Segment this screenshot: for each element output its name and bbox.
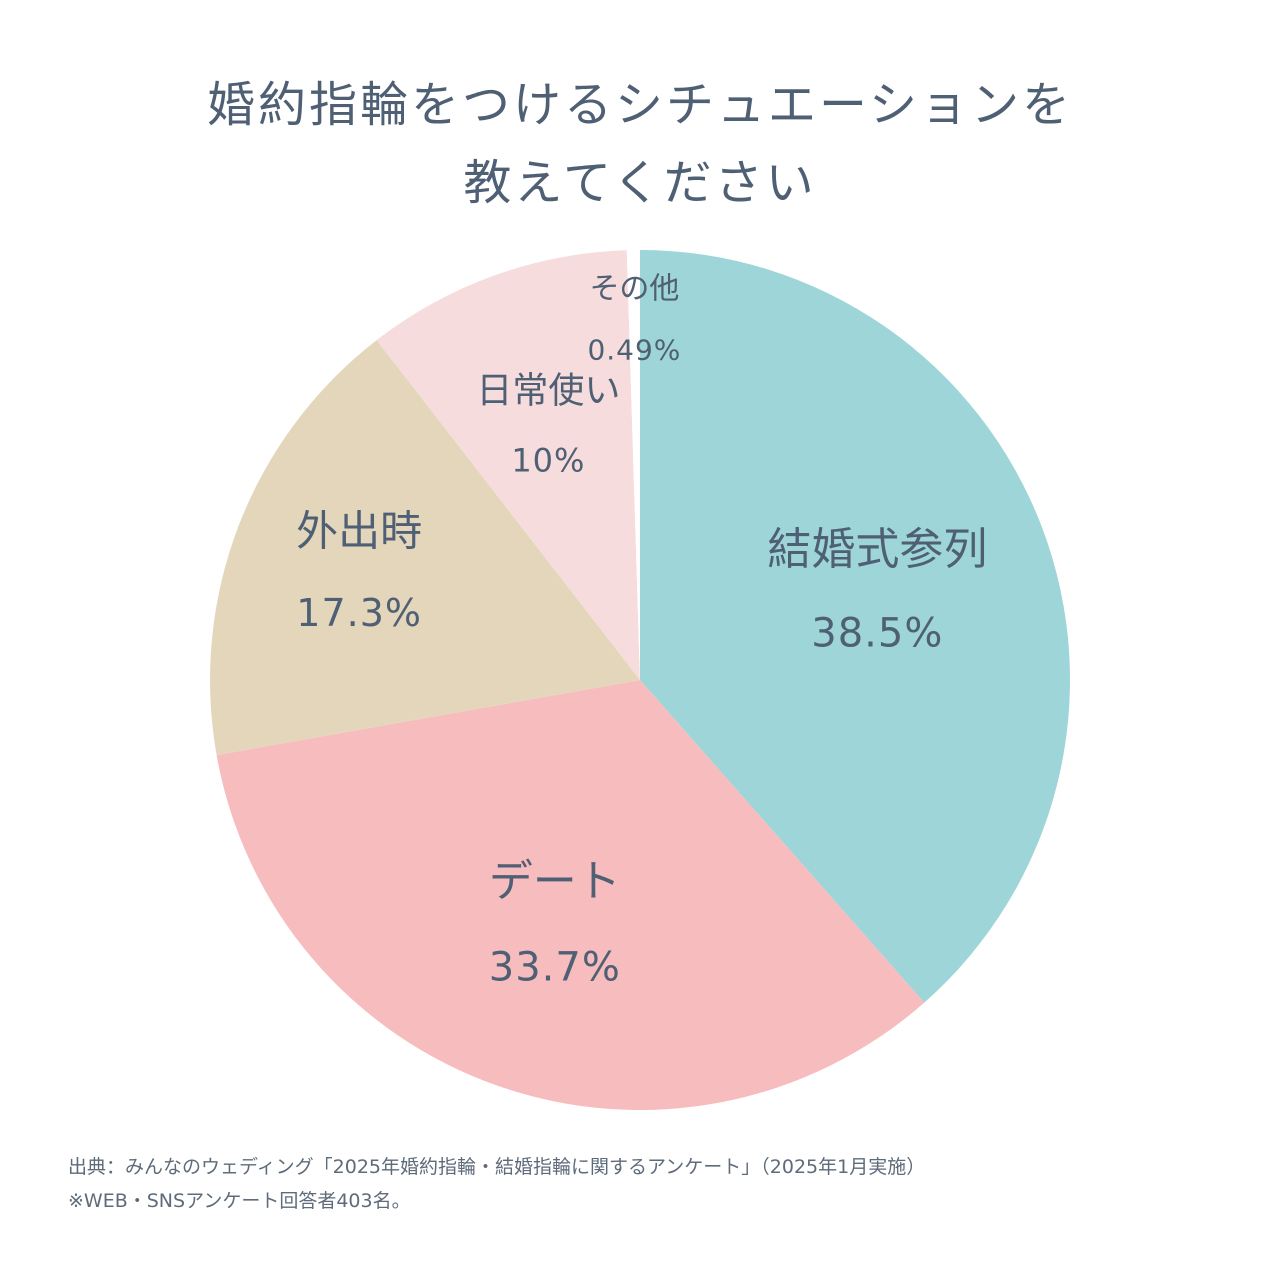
slice-label-2: デート: [489, 856, 621, 907]
chart-title: 婚約指輪をつけるシチュエーションを 教えてください: [0, 66, 1280, 222]
pie-slice-2: [216, 680, 925, 1110]
pie-slice-3: [210, 340, 641, 756]
source-line-1: 出典：みんなのウェディング「2025年婚約指輪・結婚指輪に関するアンケート」（2…: [68, 1156, 926, 1178]
slice-label-5: その他: [589, 271, 679, 306]
slice-value-2: 33.7%: [489, 945, 621, 991]
chart-title-line-1: 婚約指輪をつけるシチュエーションを: [206, 77, 1074, 133]
source-note: 出典：みんなのウェディング「2025年婚約指輪・結婚指輪に関するアンケート」（2…: [68, 1150, 1228, 1218]
slice-value-5: 0.49%: [587, 334, 681, 367]
slice-value-3: 17.3%: [296, 591, 422, 635]
pie-slice-4: [376, 250, 640, 681]
slice-label-4: 日常使い: [476, 371, 620, 412]
slice-value-1: 38.5%: [811, 610, 943, 656]
slice-label-1: 結婚式参列: [767, 524, 987, 575]
pie-slice-5: [626, 250, 640, 680]
slice-value-4: 10%: [511, 441, 585, 479]
chart-title-line-2: 教えてください: [463, 155, 817, 211]
slice-label-3: 外出時: [296, 506, 422, 555]
pie-slice-1: [640, 250, 1070, 1003]
source-line-2: ※WEB・SNSアンケート回答者403名。: [68, 1190, 411, 1212]
